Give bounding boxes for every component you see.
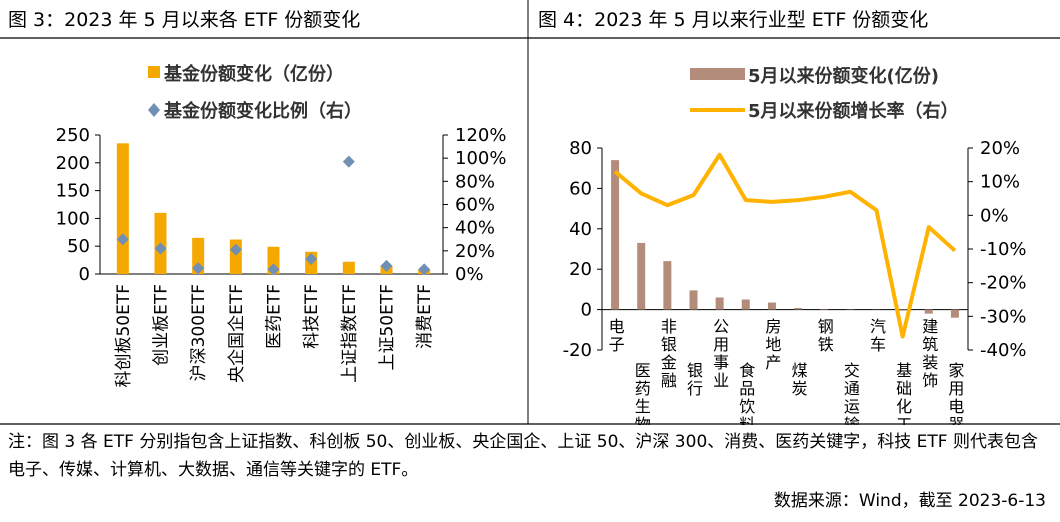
legend-label: 基金份额变化（亿份） (163, 63, 344, 85)
point (380, 259, 393, 272)
charts: 图 3：2023 年 5 月以来各 ETF 份额变化 图 4：2023 年 5 … (0, 0, 1060, 425)
point (192, 262, 205, 275)
point (418, 263, 431, 276)
bar (715, 297, 724, 310)
legend-label: 5月以来份额变化(亿份) (748, 65, 939, 87)
x-tick-label: 上证50ETF (378, 284, 398, 371)
x-tick-label: 创业板ETF (152, 284, 172, 366)
x-tick-label: 上证指数ETF (340, 284, 360, 383)
figure-title: 图 3：2023 年 5 月以来各 ETF 份额变化 (8, 9, 360, 31)
figure-title: 图 4：2023 年 5 月以来行业型 ETF 份额变化 (538, 9, 928, 31)
x-tick-label: 交通运输 (841, 362, 860, 425)
y-tick-label: 50 (67, 236, 90, 257)
bar (898, 309, 907, 311)
y-tick-label: 80 (569, 138, 592, 159)
bar (950, 309, 959, 318)
y2-tick-label: 80% (455, 171, 495, 192)
x-tick-label: 科创板50ETF (114, 284, 134, 388)
x-tick-label: 消费ETF (415, 284, 435, 349)
bar (689, 290, 698, 310)
x-tick-label: 非银金融 (658, 318, 677, 390)
point (342, 155, 355, 168)
source: 数据来源：Wind，截至 2023-6-13 (773, 491, 1046, 511)
bar (820, 308, 829, 310)
line (613, 152, 957, 339)
y2-tick-label: 0% (455, 264, 484, 285)
point (229, 243, 242, 256)
y-tick-label: 250 (56, 125, 90, 146)
bar (767, 302, 776, 310)
y2-tick-label: -10% (980, 239, 1027, 260)
point (154, 242, 167, 255)
y2-tick-label: 0% (980, 205, 1009, 226)
x-tick-label: 电子 (606, 318, 625, 354)
x-tick-label: 家用电器 (945, 362, 964, 425)
x-tick-label: 汽车 (867, 318, 886, 354)
y-tick-label: 0 (79, 264, 90, 285)
x-tick-label: 沪深300ETF (189, 284, 209, 381)
x-tick-label: 煤炭 (789, 362, 808, 398)
legend-swatch (148, 103, 160, 117)
bar (794, 307, 803, 310)
y-tick-label: 40 (569, 219, 592, 240)
legend-swatch (148, 66, 160, 78)
bar (342, 261, 355, 274)
y-tick-label: 0 (581, 300, 592, 321)
x-tick-label: 科技ETF (302, 284, 322, 349)
x-tick-label: 房地产 (762, 318, 781, 372)
legend-label: 5月以来份额增长率（右） (748, 100, 959, 122)
y2-tick-label: 120% (455, 125, 506, 146)
y2-tick-label: 40% (455, 218, 495, 239)
y2-tick-label: -30% (980, 306, 1027, 327)
x-tick-label: 基础化工 (893, 362, 912, 425)
y2-tick-label: 10% (980, 172, 1020, 193)
y2-tick-label: 60% (455, 195, 495, 216)
x-tick-label: 银行 (684, 362, 703, 398)
legend-swatch (690, 68, 745, 80)
y2-tick-label: 100% (455, 148, 506, 169)
bar (663, 261, 672, 310)
bar (637, 242, 646, 310)
bar (741, 299, 750, 310)
y-tick-label: 20 (569, 259, 592, 280)
y-tick-label: 150 (56, 181, 90, 202)
point (305, 252, 318, 265)
bar (192, 237, 205, 274)
bar (924, 309, 933, 314)
note: 注：图 3 各 ETF 分别指包含上证指数、科创板 50、创业板、央企国企、上证… (8, 432, 1038, 480)
x-tick-label: 医药生物 (632, 362, 651, 425)
y-tick-label: 100 (56, 208, 90, 229)
bar (611, 160, 620, 310)
x-tick-label: 建筑装饰 (919, 318, 938, 390)
point (267, 263, 280, 276)
x-tick-label: 食品饮料 (736, 362, 755, 425)
x-tick-label: 钢铁 (815, 318, 834, 354)
y2-tick-label: -20% (980, 273, 1027, 294)
point (116, 233, 129, 246)
y-tick-label: 200 (56, 153, 90, 174)
y-tick-label: 60 (569, 178, 592, 199)
y2-tick-label: -40% (980, 340, 1027, 361)
y-tick-label: -20 (563, 340, 592, 361)
bar (116, 143, 129, 274)
y2-tick-label: 20% (455, 241, 495, 262)
x-tick-label: 医药ETF (265, 284, 285, 349)
x-tick-label: 公用事业 (710, 318, 729, 390)
y2-tick-label: 20% (980, 138, 1020, 159)
x-tick-label: 央企国企ETF (227, 284, 247, 383)
legend-label: 基金份额变化比例（右） (163, 100, 362, 122)
